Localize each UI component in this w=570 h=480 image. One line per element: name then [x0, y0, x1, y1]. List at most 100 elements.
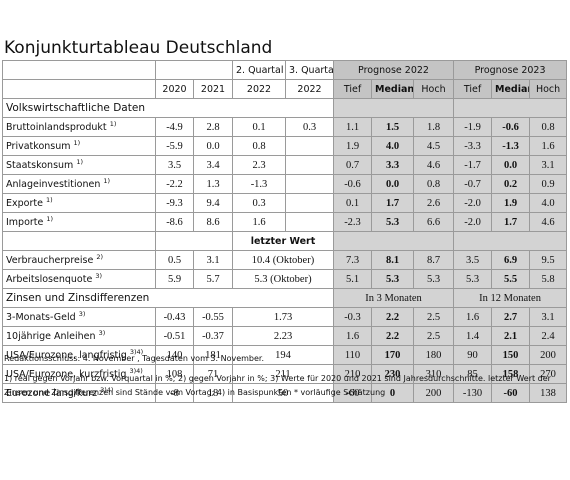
row-label: Verbraucherpreise 2) — [2, 250, 156, 270]
cell — [332, 231, 455, 251]
value-cell: 2.2 — [371, 307, 414, 327]
value-cell: 2.4 — [529, 326, 568, 346]
table-row: letzter Wert — [2, 231, 568, 251]
value-cell: 5.8 — [529, 269, 568, 289]
value-cell: 110 — [333, 345, 372, 365]
value-cell: 8.1 — [371, 250, 414, 270]
column-header: 2022 — [285, 79, 334, 99]
table-row: USA/Eurozone, langfristig 3)4) 140 181 194 1… — [2, 345, 568, 365]
value-cell: 5.5 — [491, 269, 531, 289]
cell — [453, 98, 568, 118]
quarter-header: 2. Quartal — [232, 60, 286, 80]
column-header: Hoch — [412, 79, 455, 99]
value-cell: 1.8 — [412, 117, 455, 137]
value-cell: -0.3 — [333, 307, 372, 327]
value-cell: 0.0 — [371, 174, 414, 194]
value-cell — [285, 174, 334, 194]
label-text: Arbeitslosenquote — [6, 274, 93, 286]
value-cell: 0.0 — [193, 136, 233, 156]
table-row: Verbraucherpreise 2) 0.5 3.1 10.4 (Oktober)… — [2, 250, 568, 270]
table-row: 2. Quartal 3. Quartal Prognose 2022 Prognos… — [2, 60, 568, 80]
table-row: Privatkonsum 1) -5.9 0.0 0.8 1.9 4.0 4.5 -3.3 -1… — [2, 136, 568, 156]
column-header: 2021 — [193, 79, 233, 99]
value-cell: 2.3 — [232, 155, 286, 175]
value-cell: -1.3 — [491, 136, 531, 156]
table-row: 10jährige Anleihen 3) -0.51 -0.37 2.23 1.6 2.… — [2, 326, 568, 346]
column-header: Tief — [453, 79, 493, 99]
value-cell: -1.7 — [453, 155, 493, 175]
forecast-header: Prognose 2023 — [453, 60, 568, 80]
footnote-ref: 3)4) — [129, 367, 143, 376]
value-cell: 0.7 — [333, 155, 372, 175]
value-cell: 158 — [491, 364, 531, 384]
value-cell: 10.4 (Oktober) — [232, 250, 334, 270]
value-cell: 9.4 — [193, 193, 233, 213]
value-cell: 18 — [193, 383, 233, 403]
row-label: Importe 1) — [2, 212, 156, 232]
value-cell: 50 — [232, 383, 334, 403]
value-cell: -2.0 — [453, 193, 493, 213]
table-row: Staatskonsum 1) 3.5 3.4 2.3 0.7 3.3 4.6 -1.7 0.0… — [2, 155, 568, 175]
value-cell: -0.51 — [155, 326, 194, 346]
column-header: 2020 — [155, 79, 194, 99]
value-cell: -60 — [491, 383, 531, 403]
value-cell: -0.37 — [193, 326, 233, 346]
value-cell: 4.6 — [412, 155, 455, 175]
value-cell: 4.5 — [412, 136, 455, 156]
subheader: letzter Wert — [232, 231, 334, 251]
table-row: USA/Eurozone, kurzfristig 3)4) 108 71 211 21… — [2, 364, 568, 384]
value-cell: 3.1 — [529, 155, 568, 175]
cell — [332, 98, 455, 118]
value-cell: -9.3 — [155, 193, 194, 213]
value-cell: 1.1 — [333, 117, 372, 137]
value-cell: 1.9 — [491, 193, 531, 213]
value-cell: -2.2 — [155, 174, 194, 194]
value-cell — [285, 193, 334, 213]
value-cell: -1.9 — [453, 117, 493, 137]
value-cell: 9.5 — [529, 250, 568, 270]
value-cell: 0.3 — [232, 193, 286, 213]
footnote-ref: 1) — [103, 177, 111, 186]
value-cell: -3.3 — [453, 136, 493, 156]
value-cell: 0.0 — [491, 155, 531, 175]
forecast-header: Prognose 2022 — [332, 60, 455, 80]
value-cell: 2.2 — [371, 326, 414, 346]
quarter-header: 3. Quartal — [285, 60, 334, 80]
value-cell: 0.1 — [333, 193, 372, 213]
value-cell: 1.5 — [371, 117, 414, 137]
value-cell: 270 — [529, 364, 568, 384]
row-label: 10jährige Anleihen 3) — [2, 326, 156, 346]
label-text: USA/Eurozone, langfristig — [6, 350, 127, 362]
value-cell: 1.6 — [232, 212, 286, 232]
value-cell: 150 — [491, 345, 531, 365]
value-cell: -2.0 — [453, 212, 493, 232]
row-label: Exporte 1) — [2, 193, 156, 213]
value-cell: 5.3 (Oktober) — [232, 269, 334, 289]
column-header: Median — [371, 79, 414, 99]
label-text: 3-Monats-Geld — [6, 312, 76, 324]
value-cell: 310 — [412, 364, 455, 384]
value-cell: 4.0 — [529, 193, 568, 213]
value-cell: 0.5 — [155, 250, 194, 270]
cell — [155, 60, 233, 80]
value-cell: 2.5 — [412, 307, 455, 327]
table-row: Zinsen und Zinsdifferenzen In 3 Monaten In… — [2, 288, 568, 308]
value-cell: 1.7 — [371, 193, 414, 213]
table-row: 3-Monats-Geld 3) -0.43 -0.55 1.73 -0.3 2.2 2.5… — [2, 307, 568, 327]
label-text: Staatskonsum — [6, 160, 74, 172]
table-row: Bruttoinlandsprodukt 1) -4.9 2.8 0.1 0.3 1.1 1… — [2, 117, 568, 137]
value-cell: -8.6 — [155, 212, 194, 232]
label-text: USA/Eurozone, kurzfristig — [6, 369, 127, 381]
value-cell: 4.0 — [371, 136, 414, 156]
value-cell: 1.6 — [333, 326, 372, 346]
value-cell: 5.3 — [453, 269, 493, 289]
value-cell: -0.43 — [155, 307, 194, 327]
value-cell: 3.1 — [529, 307, 568, 327]
title: Konjunkturtableau Deutschland — [4, 38, 273, 58]
label-text: Anlageinvestitionen — [6, 179, 101, 191]
footnote-ref: 3) — [98, 329, 106, 338]
label-text: Privatkonsum — [6, 141, 71, 153]
table-row: Importe 1) -8.6 8.6 1.6 -2.3 5.3 6.6 -2.0 1.7 4.6 — [2, 212, 568, 232]
footnote-ref: 2) — [96, 253, 103, 262]
